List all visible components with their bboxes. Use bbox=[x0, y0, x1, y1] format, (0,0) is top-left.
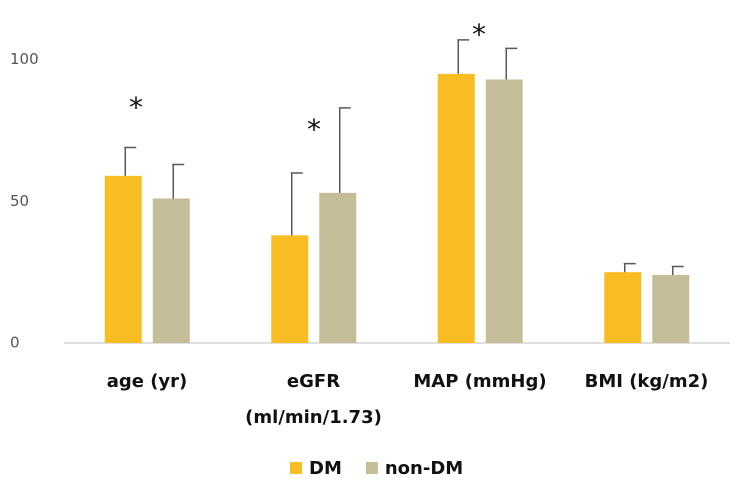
legend-label: DM bbox=[309, 458, 342, 479]
y-tick-label: 0 bbox=[10, 334, 20, 352]
bar bbox=[319, 192, 357, 343]
error-bar bbox=[124, 146, 137, 176]
error-bar bbox=[338, 107, 351, 193]
annotation: * bbox=[472, 18, 486, 51]
error-bar bbox=[172, 163, 185, 199]
bar bbox=[652, 275, 690, 343]
bar bbox=[271, 235, 309, 343]
error-bar bbox=[505, 47, 518, 80]
bar bbox=[604, 272, 642, 343]
x-tick-label: MAP (mmHg) bbox=[413, 371, 547, 392]
annotation: * bbox=[129, 91, 143, 124]
legend-swatch bbox=[365, 462, 378, 474]
y-tick-label: 50 bbox=[10, 192, 29, 210]
x-tick-label: eGFR (ml/min/1.73) bbox=[245, 371, 382, 428]
error-bar bbox=[623, 262, 636, 273]
annotation: * bbox=[307, 113, 321, 146]
bar bbox=[104, 175, 142, 343]
x-tick-label: BMI (kg/m2) bbox=[584, 371, 709, 392]
error-bar bbox=[290, 172, 303, 236]
bar bbox=[437, 73, 475, 343]
legend-swatch bbox=[290, 462, 302, 474]
bar bbox=[152, 198, 190, 343]
y-tick-label: 100 bbox=[10, 50, 39, 68]
x-tick-label: age (yr) bbox=[106, 371, 188, 392]
bar bbox=[485, 79, 523, 343]
error-bar bbox=[457, 39, 470, 74]
legend-label: non-DM bbox=[385, 458, 463, 479]
error-bar bbox=[671, 265, 684, 275]
